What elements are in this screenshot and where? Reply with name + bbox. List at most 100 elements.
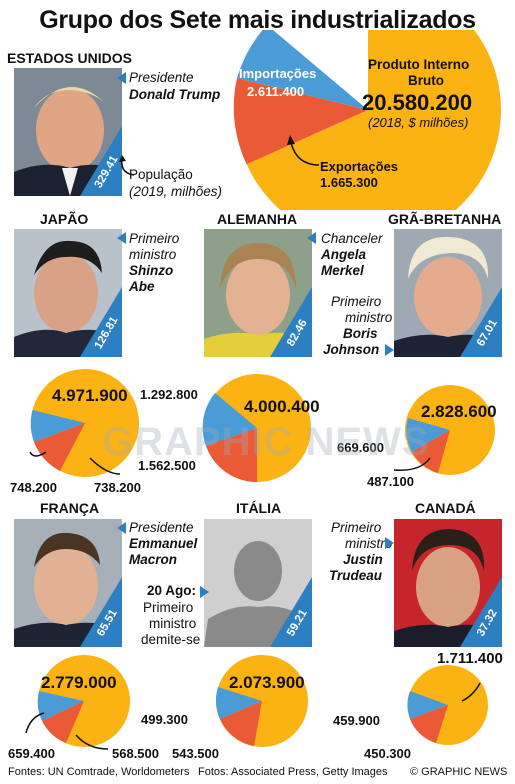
france-trade-pie (25, 655, 130, 750)
leader-role-france: Presidente (129, 520, 194, 535)
leader-role-japan-1: Primeiro (129, 231, 180, 246)
gdp-label-line1: Produto Interno (368, 57, 470, 72)
population-label: População (129, 167, 193, 182)
photo-merkel: 82.46 (204, 229, 312, 357)
country-label-canada: CANADÁ (415, 500, 476, 516)
country-label-italy: ITÁLIA (236, 500, 282, 516)
britain-trade-pie (393, 385, 495, 475)
germany-trade-pie (202, 374, 311, 483)
gdp-value-britain: 2.828.600 (421, 402, 497, 421)
gdp-value-canada: 1.711.400 (437, 650, 503, 667)
gdp-value-france: 2.779.000 (41, 673, 117, 692)
pie (407, 665, 488, 745)
portrait-trump (14, 68, 122, 196)
usa-trade-pie (233, 30, 502, 210)
population-pointer (119, 155, 135, 176)
pointer-arrow (200, 586, 209, 598)
pointer-arrow (117, 232, 126, 244)
pie (202, 374, 311, 483)
imports-value-canada: 459.900 (333, 713, 380, 728)
population-wedge (270, 577, 312, 647)
photo-trudeau: 37.32 (394, 519, 502, 647)
exports-label-usa: Exportações (320, 159, 399, 174)
gdp-slice (246, 30, 502, 210)
exports-value-usa: 1.665.300 (320, 175, 378, 190)
pointer-arrow (307, 232, 316, 244)
leader-name-usa: Donald Trump (129, 87, 221, 102)
leader-role-britain-1: Primeiro (331, 294, 382, 309)
population-wedge (460, 287, 502, 357)
canada-trade-pie (407, 665, 488, 745)
gdp-value-usa: 20.580.200 (362, 90, 473, 115)
footer-credit: © GRAPHIC NEWS (410, 766, 508, 778)
photo-trump: 329.41 (14, 68, 122, 196)
leader-name-france: Emmanuel Macron (129, 536, 198, 567)
leader-name-germany-1: Angela (321, 247, 367, 262)
gdp-note: (2018, $ milhões) (368, 115, 469, 130)
exports-value-italy: 543.500 (172, 746, 219, 761)
country-label-usa: ESTADOS UNIDOS (7, 50, 132, 66)
pie (216, 655, 308, 747)
population-wedge (460, 577, 502, 647)
photo-johnson: 67.01 (394, 229, 502, 357)
italy-note-line3: ministro (149, 616, 197, 631)
photo-macron: 65.51 (14, 519, 122, 647)
italy-note-line2: Primeiro (143, 600, 194, 615)
leader-name-japan-1: Shinzo (129, 263, 174, 278)
leader-name-canada-1: Justin (343, 552, 383, 567)
leader-role-canada-2: ministro (345, 536, 393, 551)
imports-slice (237, 30, 368, 110)
imports-value-france: 659.400 (8, 746, 55, 761)
footer-sources: Fontes: UN Comtrade, Worldometers (8, 766, 190, 778)
pie (405, 385, 495, 475)
photo-abe: 126.81 (14, 229, 122, 357)
gdp-value-italy: 2.073.900 (229, 673, 305, 692)
population-wedge (80, 287, 122, 357)
leader-role-canada-1: Primeiro (331, 520, 382, 535)
country-label-germany: ALEMANHA (217, 211, 298, 227)
leader-name-britain-1: Boris (343, 326, 378, 341)
pointer-arrow (385, 344, 394, 356)
exports-value-germany: 1.562.500 (138, 458, 196, 473)
leader-name-germany-2: Merkel (321, 263, 364, 278)
country-label-britain: GRÃ-BRETANHA (388, 211, 502, 227)
pointer-arrow (117, 522, 126, 534)
gdp-label-line2: Bruto (408, 73, 444, 88)
japan-trade-pie (29, 369, 139, 477)
exports-value-japan: 738.200 (94, 480, 141, 495)
exports-slice (233, 78, 368, 165)
pie (37, 655, 130, 747)
country-label-japan: JAPÃO (40, 211, 89, 227)
population-note: (2019, milhões) (129, 184, 223, 199)
gdp-value-japan: 4.971.900 (52, 386, 128, 405)
leader-name-japan-2: Abe (129, 279, 155, 294)
leader-role-usa: Presidente (129, 70, 194, 85)
leader-name-britain-2: Johnson (323, 342, 380, 357)
leader-name-canada-2: Trudeau (329, 568, 383, 583)
footer-photos: Fotos: Associated Press, Getty Images (198, 766, 388, 778)
imports-value-japan: 748.200 (10, 480, 57, 495)
exports-value-france: 568.500 (112, 746, 159, 761)
imports-value-germany: 1.292.800 (140, 387, 198, 402)
country-label-france: FRANÇA (40, 500, 100, 516)
italy-note-date: 20 Ago: (147, 583, 197, 598)
pointer-arrow (385, 537, 394, 549)
population-wedge (80, 126, 122, 196)
leader-role-britain-2: ministro (345, 310, 393, 325)
gdp-value-germany: 4.000.400 (244, 397, 320, 416)
imports-value-britain: 669.600 (337, 440, 384, 455)
imports-label-usa: Importações (239, 66, 317, 81)
exports-pointer (287, 135, 320, 166)
italy-note-line4: demite-se (141, 632, 201, 647)
exports-value-britain: 487.100 (367, 474, 414, 489)
photo-italy-silhouette: 59.21 (204, 519, 312, 647)
leader-role-japan-2: ministro (129, 247, 177, 262)
pie (30, 369, 139, 477)
population-wedge (270, 287, 312, 357)
population-wedge (80, 577, 122, 647)
watermark: GRAPHIC NEWS (102, 420, 430, 464)
leader-role-germany: Chanceler (321, 231, 383, 246)
imports-value-usa: 2.611.400 (247, 84, 305, 99)
italy-trade-pie (216, 655, 308, 747)
exports-value-canada: 450.300 (364, 746, 411, 761)
